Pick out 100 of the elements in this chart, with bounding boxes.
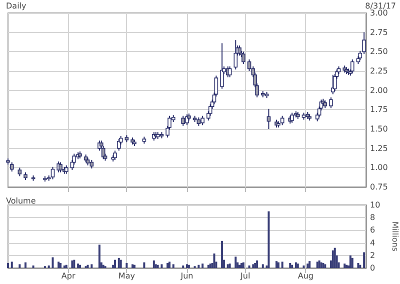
bar xyxy=(182,265,184,268)
bar xyxy=(357,262,360,268)
bar xyxy=(242,262,244,268)
bar xyxy=(344,264,346,268)
bar xyxy=(48,265,50,268)
candlestick xyxy=(331,74,335,95)
bar xyxy=(24,262,27,268)
bar xyxy=(32,265,34,268)
bar xyxy=(359,264,362,268)
y-tick-label: 4 xyxy=(370,238,376,248)
bar xyxy=(143,262,146,268)
y-tick-label: 1.25 xyxy=(370,144,388,153)
bar xyxy=(308,261,311,268)
bar xyxy=(77,264,80,268)
y-tick-label: 1.50 xyxy=(370,124,388,134)
y-tick-label: 3.00 xyxy=(370,8,388,18)
y-tick-label: 10 xyxy=(370,200,380,210)
bar xyxy=(168,262,170,268)
y-axis-title: Millions xyxy=(390,222,400,252)
y-tick-label: 0 xyxy=(370,264,376,272)
bar xyxy=(228,264,231,268)
x-tick-label: Aug xyxy=(298,272,314,280)
bar xyxy=(289,262,292,268)
candlestick xyxy=(117,138,121,152)
bar xyxy=(114,260,116,268)
bar xyxy=(156,264,159,268)
candlestick xyxy=(228,66,232,78)
bar xyxy=(78,264,81,268)
bar xyxy=(90,264,93,268)
x-tick-label: Jun xyxy=(180,272,194,280)
bar xyxy=(248,265,250,268)
bar xyxy=(186,264,188,268)
bar xyxy=(154,264,157,268)
y-tick-label: 0.75 xyxy=(370,182,388,192)
candlestick xyxy=(113,150,117,160)
bar xyxy=(198,264,200,268)
y-tick-label: 2.75 xyxy=(370,28,388,37)
bar xyxy=(65,264,68,268)
bar xyxy=(306,264,309,268)
candlestick xyxy=(10,162,14,172)
x-tick-label: Jul xyxy=(240,272,250,280)
bar xyxy=(7,262,9,268)
bar xyxy=(207,264,210,268)
y-tick-label: 6 xyxy=(370,226,376,235)
bar xyxy=(10,262,13,268)
candlestick xyxy=(329,96,333,109)
bar xyxy=(252,264,254,268)
bar xyxy=(332,250,334,268)
candlestick xyxy=(266,108,271,130)
bar xyxy=(60,262,62,268)
bar xyxy=(291,264,294,268)
bar xyxy=(316,262,318,268)
bar xyxy=(58,262,60,268)
x-tick-label: May xyxy=(118,272,136,280)
bar xyxy=(334,248,336,268)
bar xyxy=(152,260,155,268)
bar xyxy=(276,261,278,268)
bar xyxy=(71,260,74,268)
bar xyxy=(172,264,174,268)
bar xyxy=(98,244,100,268)
candlestick xyxy=(50,166,55,180)
candlestick xyxy=(208,104,212,116)
chart-title: Daily xyxy=(6,2,27,10)
bar xyxy=(73,260,76,268)
candlestick xyxy=(58,162,62,173)
bar xyxy=(256,260,258,268)
y-tick-label: 2 xyxy=(370,250,376,260)
y-tick-label: 1.00 xyxy=(370,163,388,172)
bar xyxy=(213,254,216,268)
bar xyxy=(254,262,256,268)
bar xyxy=(351,258,354,268)
bar xyxy=(52,257,54,268)
bar xyxy=(118,258,120,268)
bar xyxy=(349,255,352,268)
bar xyxy=(221,240,224,268)
bar xyxy=(277,262,280,268)
bar xyxy=(294,262,297,268)
bar xyxy=(188,264,190,268)
bar xyxy=(63,265,66,268)
y-tick-label: 2.25 xyxy=(370,66,388,76)
candlestick xyxy=(200,115,204,126)
chart-title: Volume xyxy=(6,196,36,206)
bar xyxy=(18,264,21,268)
bar xyxy=(126,262,128,268)
bar xyxy=(262,264,264,268)
bar xyxy=(202,264,204,268)
bar xyxy=(120,260,122,268)
bar xyxy=(133,264,136,268)
candlestick xyxy=(181,115,186,126)
y-tick-label: 8 xyxy=(370,213,376,222)
bar xyxy=(268,211,270,268)
candlestick xyxy=(350,58,354,74)
bar xyxy=(238,264,241,268)
bar xyxy=(226,264,229,268)
x-tick-label: Apr xyxy=(61,272,76,280)
bar xyxy=(363,252,366,268)
y-tick-label: 2.00 xyxy=(370,86,388,95)
bar xyxy=(166,262,169,268)
text: 8/31/17 xyxy=(365,2,396,10)
y-tick-label: 2.50 xyxy=(370,47,388,56)
